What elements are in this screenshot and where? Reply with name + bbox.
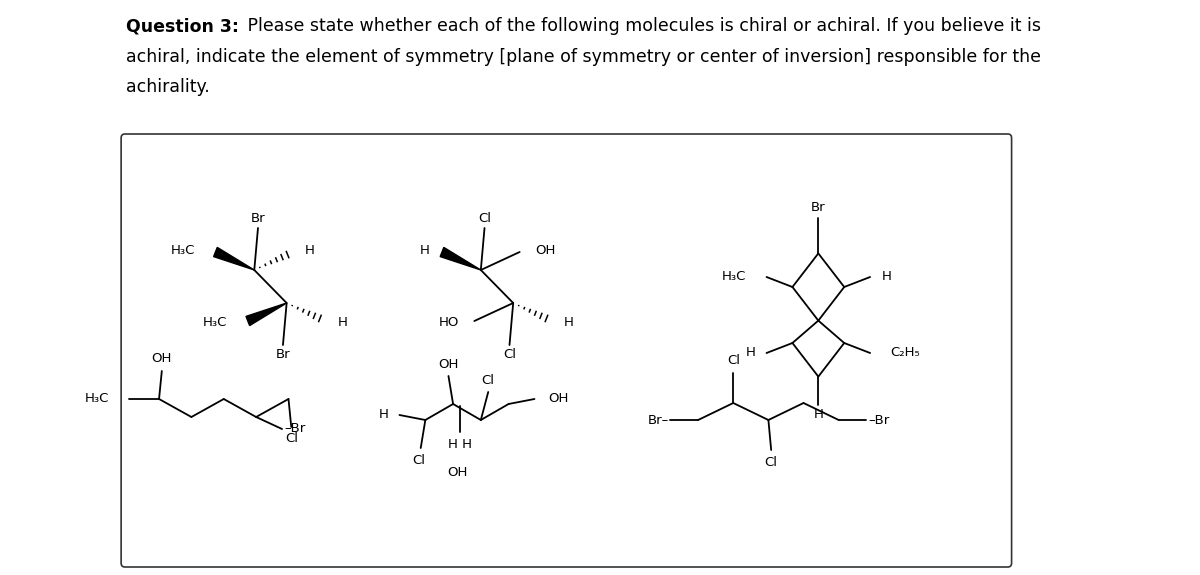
Text: Br–: Br– [647, 413, 668, 427]
Polygon shape [440, 247, 481, 270]
Text: Cl: Cl [503, 348, 516, 362]
Text: OH: OH [438, 358, 458, 370]
Text: Please state whether each of the following molecules is chiral or achiral. If yo: Please state whether each of the followi… [242, 17, 1040, 35]
Polygon shape [214, 247, 254, 270]
Text: Br: Br [276, 348, 290, 362]
Text: H: H [814, 408, 823, 421]
Text: OH: OH [548, 393, 569, 405]
Text: HO: HO [438, 316, 458, 328]
Text: achirality.: achirality. [126, 78, 210, 96]
Text: H: H [745, 347, 756, 359]
Text: H₃C: H₃C [170, 244, 196, 258]
Text: H₃C: H₃C [85, 393, 109, 405]
Text: OH: OH [151, 352, 172, 366]
Text: –Br: –Br [869, 413, 889, 427]
Text: C₂H₅: C₂H₅ [890, 347, 920, 359]
Text: Cl: Cl [481, 374, 494, 386]
Text: H: H [337, 316, 347, 328]
Text: H: H [305, 244, 316, 258]
Polygon shape [246, 303, 287, 325]
Text: H₃C: H₃C [203, 316, 228, 328]
FancyBboxPatch shape [121, 134, 1012, 567]
Text: H: H [564, 316, 574, 328]
Text: H₃C: H₃C [722, 270, 746, 283]
Text: H: H [378, 408, 389, 421]
Text: achiral, indicate the element of symmetry [plane of symmetry or center of invers: achiral, indicate the element of symmetr… [126, 48, 1040, 66]
Text: H: H [420, 244, 430, 258]
Text: Br: Br [811, 201, 826, 214]
Text: Question 3:: Question 3: [126, 17, 239, 35]
Text: Cl: Cl [727, 355, 739, 367]
Text: H H: H H [449, 438, 473, 450]
Text: OH: OH [448, 466, 468, 478]
Text: –Br: –Br [284, 423, 305, 435]
Text: OH: OH [535, 244, 556, 258]
Text: Cl: Cl [764, 455, 778, 469]
Text: Cl: Cl [413, 454, 425, 466]
Text: H: H [882, 270, 892, 283]
Text: Cl: Cl [478, 212, 491, 224]
Text: Cl: Cl [284, 432, 298, 446]
Text: Br: Br [251, 212, 265, 224]
